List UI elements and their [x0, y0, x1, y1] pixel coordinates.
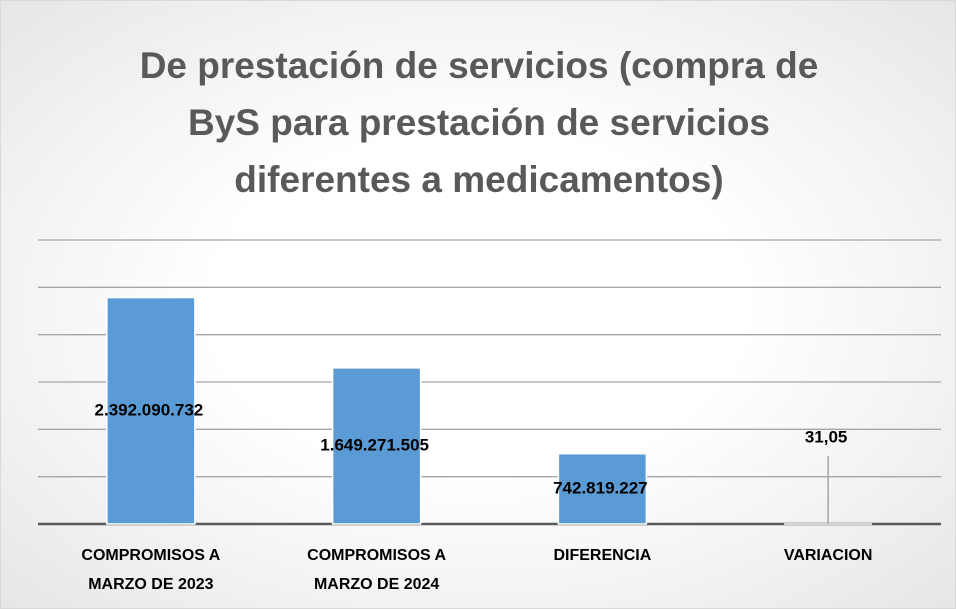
data-label: 2.392.090.732 [95, 400, 204, 419]
chart-title: De prestación de servicios (compra de By… [139, 45, 819, 200]
x-tick-label: COMPROMISOS A MARZO DE 2023 [81, 547, 221, 593]
bar [557, 452, 648, 525]
bar [331, 367, 422, 525]
data-label: 1.649.271.505 [320, 435, 429, 454]
x-tick-label: COMPROMISOS A MARZO DE 2024 [307, 547, 447, 593]
bar [106, 296, 196, 525]
x-tick-label: DIFERENCIA [553, 547, 652, 564]
data-label: 31,05 [805, 427, 848, 446]
data-label: 742.819.227 [553, 478, 648, 497]
x-tick-label: VARIACION [783, 547, 873, 564]
